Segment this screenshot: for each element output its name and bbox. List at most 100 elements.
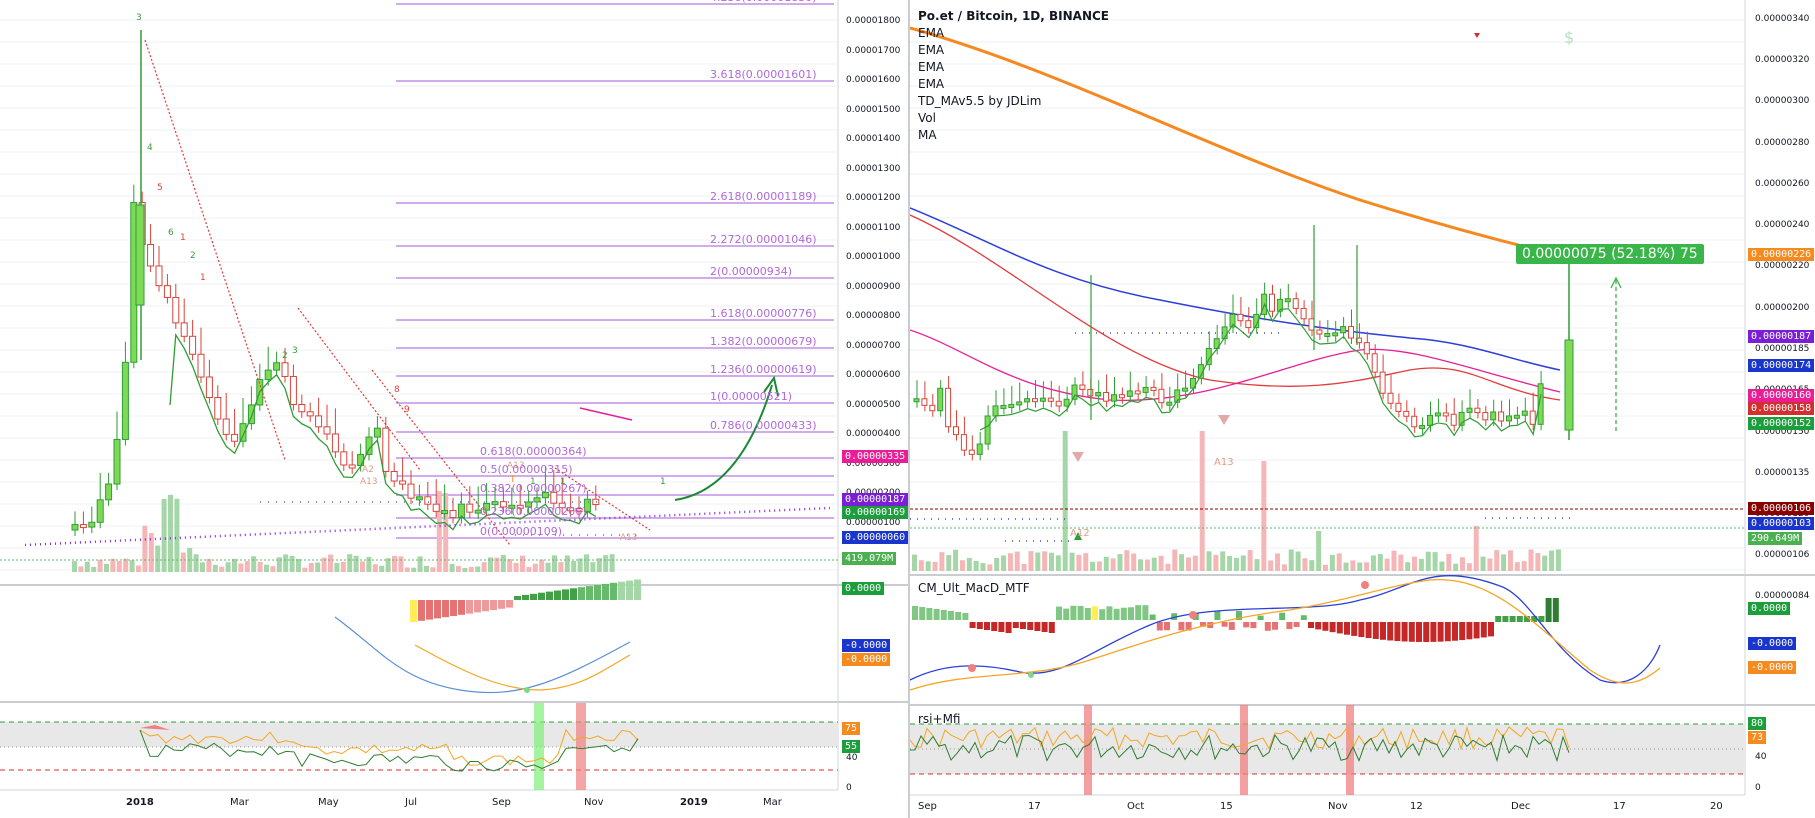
macd-histogram-bar [1128,607,1134,620]
price-label: 0.00000106 [1748,502,1815,515]
candle-body [474,509,482,514]
volume-bar [174,498,180,572]
macd-line [334,616,631,694]
volume-bar [1055,555,1061,571]
candle-body [1118,394,1125,399]
macd-histogram-bar [530,593,537,600]
volume-bar [1473,526,1479,571]
candle-body [1316,329,1323,335]
legend-item-ma[interactable]: MA [918,128,937,142]
time-axis-tick: 20 [1710,801,1723,812]
right-chart-panel[interactable]: A12 A13 Po.et / Bitcoin, 1D, BINANCE EMA … [910,0,1815,818]
macd-histogram-bar [578,587,585,600]
time-axis-tick: Sep [918,801,937,812]
volume-bar [379,565,385,572]
volume-bar [264,564,269,572]
macd-pane-label[interactable]: CM_Ult_MacD_MTF [918,581,1030,595]
td-marker: A2 [362,465,374,475]
time-axis-tick: Nov [1328,801,1348,812]
candle-body [415,496,423,501]
volume-bar [1329,554,1335,571]
macd-histogram-bar [562,589,569,600]
legend-item-ema-3[interactable]: EMA [918,60,945,74]
price-axis-tick: 0.00000280 [1755,138,1810,148]
left-chart-panel[interactable]: 3 4 5 6 1 2 1 2 3 8 9 A13 A13 A13 A2 T 1 1 1 0.00001800 0.0… [0,0,908,818]
price-axis-tick: 0.00000260 [1755,179,1810,189]
macd-histogram-bar [1394,622,1401,642]
td-marker: A13 [1214,457,1234,468]
candle-body [976,443,983,455]
td-marker: 6 [168,228,174,238]
td-marker: 4 [147,143,153,153]
volume-bar [1542,555,1548,571]
macd-histogram-bar [1380,622,1386,640]
candle-body [1158,388,1165,404]
volume-bar [1199,431,1205,571]
td-ma-line [979,302,1542,438]
macd-histogram-bar [1178,622,1185,631]
volume-bar [590,562,596,572]
volume-bar [596,558,602,572]
ema-line [169,332,597,531]
legend-item-vol[interactable]: Vol [918,111,936,125]
time-axis-tick: Nov [584,797,604,808]
candle-body [163,285,171,298]
fib-level-label: 0.236(0.00000206) [480,505,587,518]
fib-level-label: 0.618(0.00000364) [480,445,587,458]
candle-body [390,471,398,482]
macd-cross-dot [1028,672,1034,678]
macd-cross-dot [1189,611,1197,619]
marker-triangle [1074,532,1082,540]
candle-body [516,504,524,509]
candle-body [960,434,967,451]
volume-bar [1165,563,1171,571]
time-axis-tick: Sep [492,797,511,808]
legend-item-ema-4[interactable]: EMA [918,77,945,91]
macd-histogram-bar [1221,622,1228,627]
price-axis-tick: 0.00000135 [1755,468,1810,478]
volume-bar [1514,562,1520,571]
macd-histogram-bar [1531,616,1538,622]
macd-histogram-bar [1149,614,1156,620]
price-label: 0.00000226 [1748,248,1815,261]
rsi-pane-label[interactable]: rsi+Mfi [918,712,961,726]
volume-bar [1261,461,1267,571]
legend-item-td-ma[interactable]: TD_MAv5.5 by JDLim [918,94,1042,108]
candle-body [937,387,944,412]
legend-item-ema-2[interactable]: EMA [918,43,945,57]
candle-body [1229,313,1236,328]
candle-body [1300,307,1307,320]
td-marker: A13 [507,461,525,471]
macd-histogram-bar [1264,622,1271,631]
volume-bar [212,564,218,572]
volume-bar [577,558,583,572]
symbol-title[interactable]: Po.et / Bitcoin, 1D, BINANCE [918,9,1109,23]
panel-divider[interactable] [908,0,910,818]
ema-50-line [910,214,1561,401]
macd-histogram-bar [474,600,481,613]
volume-bar [219,566,225,572]
macd-histogram-bar [1084,607,1091,620]
fib-level-label: 1.236(0.00000619) [710,363,817,376]
candle-body [1253,313,1260,329]
candle-body [968,449,975,455]
right-chart-canvas[interactable]: A12 A13 [910,0,1815,818]
time-axis-tick: 17 [1613,801,1626,812]
time-axis-tick: 12 [1410,801,1423,812]
candle-body [1032,398,1038,403]
macd-histogram-bar [1020,622,1026,629]
candle-body [298,404,306,413]
td-marker: 3 [136,13,142,23]
volume-bar [1254,559,1260,571]
candle-body [424,496,432,505]
price-axis-tick: 0.00000084 [1755,591,1810,601]
macd-histogram-bar [1322,622,1329,631]
legend-item-ema-1[interactable]: EMA [918,26,945,40]
price-label: 0.00000187 [1748,330,1815,343]
volume-bar [513,562,519,572]
candle-body [1095,392,1102,397]
volume-bar [404,567,410,572]
macd-histogram-bar [984,622,990,630]
candle-body [1513,414,1520,419]
